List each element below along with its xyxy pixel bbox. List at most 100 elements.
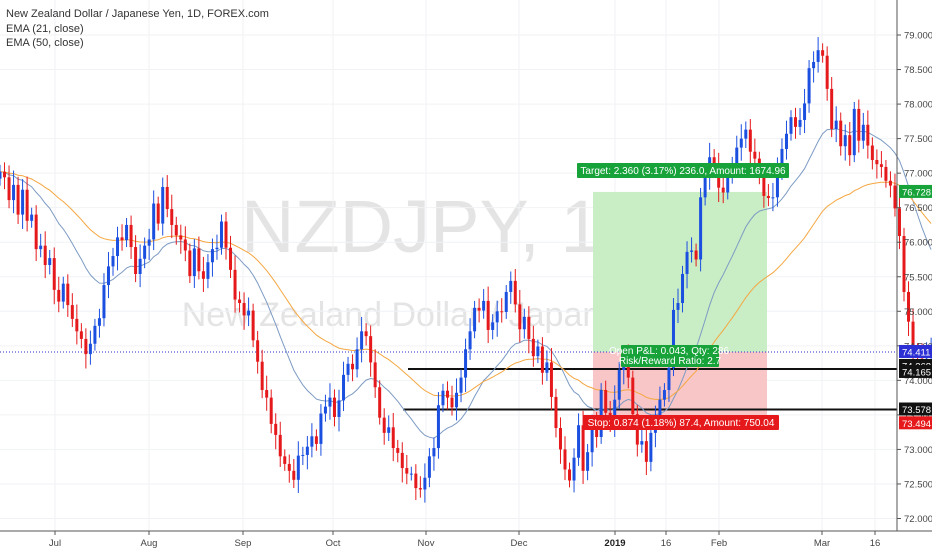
y-tick-label: 78.500	[904, 65, 932, 76]
candle-body	[821, 50, 825, 56]
candle-body	[143, 245, 147, 259]
candle-body	[455, 392, 459, 408]
candle-body	[902, 236, 906, 292]
candle-body	[884, 166, 888, 181]
candle-body	[57, 289, 61, 302]
candle-body	[387, 427, 391, 433]
candle-body	[866, 124, 870, 146]
candle-body	[649, 432, 653, 462]
candle-body	[445, 390, 449, 398]
candle-body	[893, 185, 897, 209]
candle-body	[206, 262, 210, 279]
candle-body	[116, 237, 120, 257]
y-tick-label: 75.500	[904, 272, 932, 283]
candle-body	[229, 247, 233, 270]
x-tick-label: Mar	[814, 538, 830, 549]
candle-body	[699, 197, 703, 260]
x-tick-label: Aug	[141, 538, 158, 549]
x-tick-label: Nov	[418, 538, 435, 549]
line3-price-tag: 73.578	[902, 405, 931, 416]
position-labels: Target: 2.360 (3.17%) 236.0, Amount: 167…	[577, 163, 789, 430]
candle-body	[287, 463, 291, 471]
candle-body	[766, 195, 770, 199]
candle-body	[473, 307, 477, 332]
y-tick-label: 77.000	[904, 169, 932, 180]
candle-body	[111, 256, 115, 267]
candle-body	[25, 189, 29, 221]
candle-body	[400, 452, 404, 469]
candle-body	[631, 377, 635, 415]
candle-body	[21, 189, 25, 215]
candle-body	[879, 164, 883, 167]
candle-body	[834, 120, 838, 129]
candle-body	[7, 177, 11, 201]
ema50-legend: EMA (50, close)	[6, 37, 84, 49]
candle-body	[549, 362, 553, 397]
candle-body	[305, 446, 309, 455]
candle-body	[269, 397, 273, 424]
candle-body	[477, 307, 481, 311]
candle-body	[748, 129, 752, 152]
candle-body	[405, 468, 409, 474]
target-label: Target: 2.360 (3.17%) 236.0, Amount: 167…	[580, 166, 786, 177]
candle-body	[278, 434, 282, 457]
candle-body	[256, 340, 260, 362]
candle-body	[351, 363, 355, 370]
candle-body	[771, 197, 775, 199]
candle-body	[355, 349, 359, 370]
candle-body	[604, 390, 608, 413]
y-tick-label: 73.500	[904, 410, 932, 421]
candle-body	[540, 346, 544, 373]
candle-body	[39, 245, 43, 250]
candle-body	[685, 251, 689, 274]
candle-body	[414, 473, 418, 489]
candle-body	[726, 171, 730, 193]
candle-body	[825, 55, 829, 89]
ema50-line	[0, 171, 932, 400]
candle-body	[48, 258, 52, 266]
candle-body	[296, 455, 300, 480]
candles	[0, 37, 932, 503]
horizontal-lines[interactable]	[0, 351, 897, 411]
candle-body	[640, 441, 644, 445]
candle-body	[183, 239, 187, 251]
candle-body	[694, 250, 698, 260]
candle-body	[486, 300, 490, 330]
candle-body	[911, 321, 915, 350]
candle-body	[192, 248, 196, 277]
candle-body	[156, 203, 160, 224]
candle-body	[188, 250, 192, 277]
y-tick-label: 74.000	[904, 376, 932, 387]
candle-body	[70, 305, 74, 319]
candle-body	[314, 436, 318, 444]
candle-body	[495, 311, 499, 323]
candle-body	[658, 399, 662, 417]
candle-body	[568, 469, 572, 481]
axes	[0, 0, 932, 532]
y-tick-label: 78.000	[904, 100, 932, 111]
candle-body	[816, 50, 820, 62]
candle-body	[165, 186, 169, 210]
y-tick-label: 75.000	[904, 307, 932, 318]
candle-body	[626, 357, 630, 378]
y-tick-label: 76.000	[904, 238, 932, 249]
candle-body	[215, 247, 219, 250]
candle-body	[342, 374, 346, 401]
ema21-legend: EMA (21, close)	[6, 22, 84, 35]
candle-body	[369, 336, 373, 363]
candle-body	[147, 239, 151, 246]
candle-body	[427, 456, 431, 478]
candle-body	[423, 477, 427, 490]
candle-body	[120, 237, 124, 241]
y-tick-label: 79.000	[904, 31, 932, 42]
candle-body	[360, 331, 364, 350]
candle-body	[16, 184, 20, 215]
y-axis-ticks: 72.00072.50073.00073.50074.00074.50075.0…	[897, 31, 932, 525]
candle-body	[468, 331, 472, 350]
candle-body	[784, 133, 788, 149]
candle-body	[563, 449, 567, 470]
candle-body	[34, 214, 38, 250]
pnl-label: Open P&L: 0.043, Qty: 286	[609, 346, 730, 357]
candle-body	[152, 203, 156, 240]
